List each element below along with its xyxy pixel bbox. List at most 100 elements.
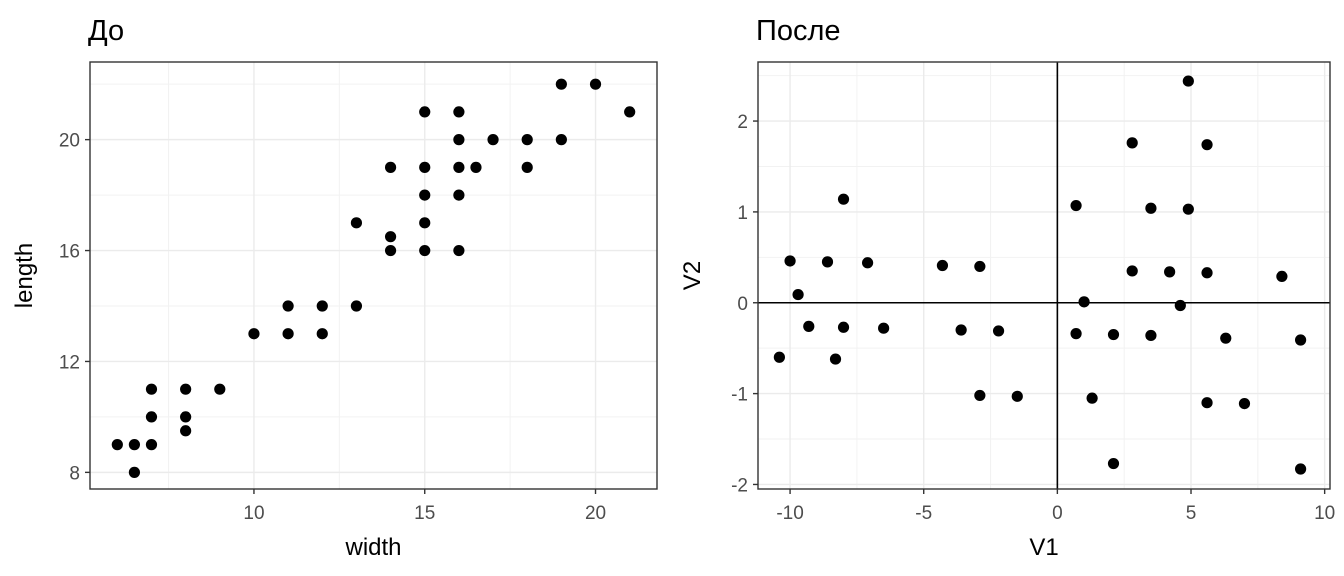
y-tick-label: 0 [737, 294, 748, 315]
data-point [1294, 334, 1307, 346]
plot-frame-before [89, 61, 658, 490]
data-point [878, 322, 890, 334]
data-point [248, 328, 260, 340]
data-point [1164, 266, 1176, 278]
y-tick-label: 1 [737, 203, 748, 224]
panel-before: До 10 15 20 8 12 16 20 width length [11, 15, 658, 561]
data-point [470, 161, 482, 173]
x-axis-title-after: V1 [1029, 534, 1058, 561]
x-axis-title-before: width [344, 534, 401, 561]
panel-title-after: После [756, 15, 841, 47]
data-point [803, 320, 815, 332]
y-tick-label: 2 [737, 112, 748, 133]
data-point [111, 439, 123, 451]
x-tick-label: -5 [915, 503, 932, 524]
data-point [821, 256, 834, 268]
data-point [180, 411, 192, 423]
data-point [1070, 199, 1082, 212]
data-point [214, 383, 226, 395]
y-tick-label: 20 [59, 131, 80, 152]
data-point [1126, 265, 1138, 277]
data-point [453, 161, 465, 173]
data-point [1220, 332, 1232, 344]
data-point [624, 106, 636, 118]
data-point [453, 244, 465, 257]
data-point [1238, 398, 1251, 410]
y-axis-ticks-after: -2 -1 0 1 2 [731, 112, 758, 496]
data-point [555, 78, 567, 90]
data-point [1086, 392, 1098, 404]
data-point [1107, 328, 1120, 341]
data-point [837, 193, 850, 205]
data-point [145, 411, 158, 423]
data-point [1107, 457, 1120, 470]
data-point [1276, 270, 1288, 283]
data-point [1126, 137, 1138, 149]
x-tick-label: 20 [585, 503, 606, 524]
data-point [384, 231, 397, 243]
data-point [145, 383, 158, 395]
data-point [282, 300, 294, 312]
y-axis-title-before: length [11, 243, 38, 308]
data-point [1294, 463, 1307, 475]
data-point [419, 189, 431, 201]
data-point [350, 300, 363, 312]
data-point [1145, 329, 1157, 342]
data-point [521, 161, 533, 173]
data-point [384, 161, 397, 173]
x-tick-label: 15 [414, 503, 435, 524]
data-point [936, 259, 949, 272]
data-point [282, 328, 294, 340]
data-point [350, 217, 363, 229]
data-point [955, 324, 967, 336]
data-point [128, 466, 141, 478]
x-axis-ticks-after: -10 -5 0 5 10 [776, 489, 1335, 524]
data-point [792, 288, 804, 301]
x-tick-label: -10 [776, 503, 803, 524]
data-point [1182, 203, 1194, 215]
data-point [992, 325, 1005, 337]
data-point [419, 217, 431, 229]
data-point [128, 439, 141, 451]
data-point [861, 257, 874, 269]
data-point [316, 328, 328, 340]
grid-after [758, 62, 1330, 489]
data-point [1011, 390, 1023, 402]
x-tick-label: 0 [1052, 503, 1063, 524]
y-tick-label: 8 [69, 463, 80, 484]
x-axis-ticks-before: 10 15 20 [243, 489, 606, 524]
y-tick-label: -2 [731, 475, 748, 496]
y-tick-label: 12 [59, 352, 80, 373]
data-point [1078, 296, 1090, 308]
data-point [773, 351, 785, 363]
data-point [1201, 267, 1213, 279]
data-point [974, 389, 986, 402]
data-point [384, 244, 397, 257]
data-point [974, 260, 986, 273]
data-point [419, 106, 431, 118]
data-point [784, 255, 796, 267]
data-point [521, 134, 533, 146]
plot-frame-after [757, 61, 1331, 490]
points-after [773, 75, 1307, 475]
data-point [316, 300, 328, 312]
data-point [419, 161, 431, 173]
data-point [453, 106, 465, 118]
data-point [1182, 75, 1194, 87]
data-point [829, 353, 842, 365]
data-point [837, 321, 850, 333]
grid-before [90, 62, 657, 489]
points-before [111, 78, 636, 478]
data-point [1145, 202, 1157, 214]
data-point [1201, 139, 1213, 151]
x-tick-label: 5 [1186, 503, 1197, 524]
data-point [453, 189, 465, 201]
data-point [145, 439, 158, 451]
data-point [487, 134, 499, 146]
y-axis-title-after: V2 [679, 261, 706, 290]
data-point [453, 134, 465, 146]
y-axis-ticks-before: 8 12 16 20 [59, 131, 90, 484]
data-point [555, 134, 567, 146]
